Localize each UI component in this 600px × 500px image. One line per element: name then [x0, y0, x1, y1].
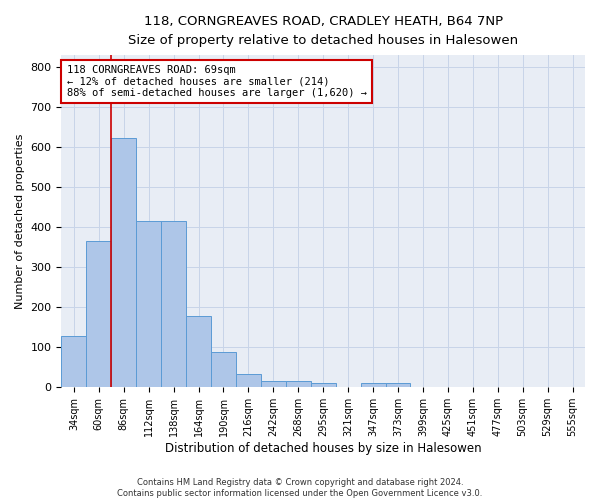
Bar	[236, 374, 261, 387]
Bar	[61, 336, 86, 387]
Bar	[161, 221, 186, 387]
Text: 118 CORNGREAVES ROAD: 69sqm
← 12% of detached houses are smaller (214)
88% of se: 118 CORNGREAVES ROAD: 69sqm ← 12% of det…	[67, 65, 367, 98]
Bar	[86, 241, 111, 387]
Bar	[386, 383, 410, 387]
Bar	[261, 381, 286, 387]
Bar	[136, 221, 161, 387]
Text: Contains HM Land Registry data © Crown copyright and database right 2024.
Contai: Contains HM Land Registry data © Crown c…	[118, 478, 482, 498]
Title: 118, CORNGREAVES ROAD, CRADLEY HEATH, B64 7NP
Size of property relative to detac: 118, CORNGREAVES ROAD, CRADLEY HEATH, B6…	[128, 15, 518, 47]
Bar	[211, 352, 236, 387]
Bar	[186, 316, 211, 387]
Bar	[111, 138, 136, 387]
Bar	[361, 383, 386, 387]
X-axis label: Distribution of detached houses by size in Halesowen: Distribution of detached houses by size …	[165, 442, 482, 455]
Y-axis label: Number of detached properties: Number of detached properties	[15, 134, 25, 309]
Bar	[286, 381, 311, 387]
Bar	[311, 383, 335, 387]
